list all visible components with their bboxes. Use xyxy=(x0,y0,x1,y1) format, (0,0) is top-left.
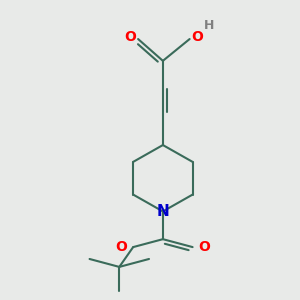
Text: N: N xyxy=(157,204,169,219)
Text: O: O xyxy=(115,240,127,254)
Text: O: O xyxy=(124,30,136,44)
Text: O: O xyxy=(199,240,210,254)
Text: O: O xyxy=(192,30,203,44)
Text: H: H xyxy=(204,19,214,32)
